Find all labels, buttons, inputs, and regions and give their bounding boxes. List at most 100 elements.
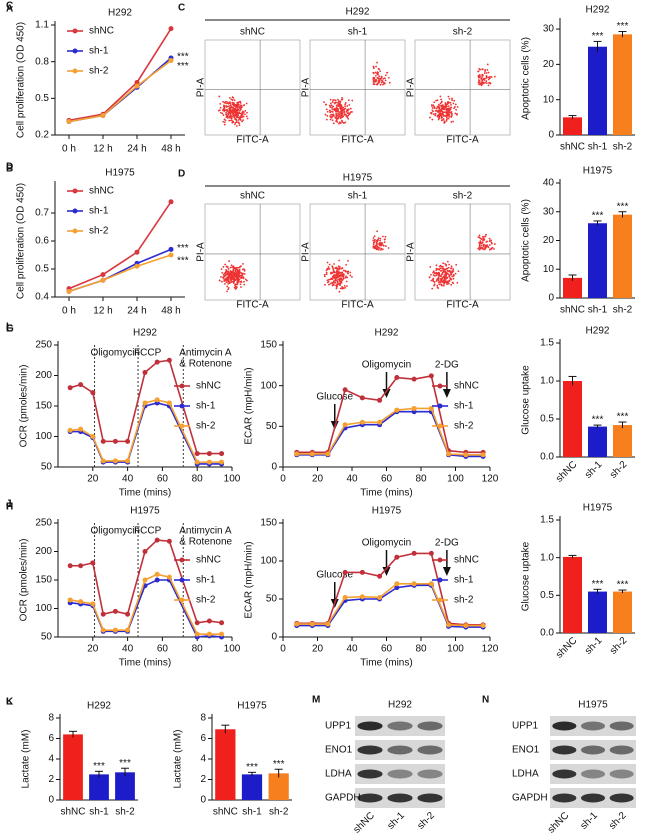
flow-dot <box>326 114 329 117</box>
flow-dot <box>440 277 442 280</box>
flow-dot <box>228 119 231 122</box>
flow-dot <box>343 122 345 124</box>
blot-band <box>417 769 443 779</box>
y-tick-label: 0 <box>48 795 54 806</box>
y-tick-label: 200 <box>35 546 52 557</box>
point <box>90 560 96 566</box>
panel-letter: L <box>6 697 12 708</box>
annotation: & Rotenone <box>179 537 232 548</box>
flow-dot <box>333 99 336 101</box>
flow-dot <box>347 272 350 275</box>
flow-dot <box>493 75 496 78</box>
flow-dot <box>487 78 490 81</box>
flow-dot <box>448 275 451 278</box>
flow-dot <box>448 269 451 272</box>
legend-marker <box>179 423 185 429</box>
flow-dot <box>441 116 444 119</box>
flow-dot <box>439 267 442 270</box>
y-tick-label: 0.5 <box>35 264 49 275</box>
flow-dot <box>372 239 375 242</box>
flow-dot <box>221 271 224 274</box>
point <box>377 573 383 579</box>
flow-dot <box>488 81 491 84</box>
y-axis-label: ECAR (mpH/min) <box>244 367 255 444</box>
flow-dot <box>481 73 484 76</box>
flow-dot <box>484 81 486 84</box>
blot-band <box>552 769 577 779</box>
flow-dot <box>436 115 439 118</box>
flow-dot <box>478 68 481 70</box>
flow-dot <box>374 71 377 74</box>
flow-dot <box>454 272 457 275</box>
flow-dot <box>227 288 230 291</box>
flow-dot <box>232 280 235 283</box>
flow-dot <box>436 284 439 287</box>
flow-dot <box>440 273 443 276</box>
y-tick-label: 0.2 <box>35 130 49 141</box>
flow-dot <box>443 282 445 285</box>
flow-dot <box>238 122 241 125</box>
flow-dot <box>372 242 375 244</box>
flow-dot <box>439 264 442 267</box>
flow-x-label: FITC-A <box>341 300 374 311</box>
flow-dot <box>336 121 339 123</box>
blot-band <box>357 721 383 731</box>
flow-dot <box>234 269 237 272</box>
flow-dot <box>344 121 347 124</box>
flow-dot <box>231 101 234 104</box>
flow-dot <box>387 76 390 79</box>
flow-dot <box>450 278 452 280</box>
flow-dot <box>229 266 232 269</box>
flow-dot <box>433 283 436 286</box>
flow-dot <box>445 105 448 108</box>
flow-dot <box>484 235 487 238</box>
flow-dot <box>447 117 450 120</box>
flow-dot <box>225 278 227 281</box>
legend-marker <box>179 557 185 563</box>
flow-dot <box>490 248 493 250</box>
flow-dot <box>485 72 488 74</box>
flow-dot <box>232 282 235 284</box>
point <box>134 263 140 269</box>
flow-dot <box>438 106 440 109</box>
chart-title: H1975 <box>583 503 613 514</box>
x-tick-label: shNC <box>560 142 585 153</box>
flow-dot <box>488 248 491 251</box>
flow-dot <box>376 230 379 233</box>
flow-frame <box>204 203 301 301</box>
point <box>206 459 212 465</box>
flow-dot <box>480 246 482 249</box>
flow-dot <box>337 114 339 117</box>
flow-dot <box>340 113 343 116</box>
flow-dot <box>329 109 332 112</box>
series-line <box>296 374 484 454</box>
flow-dot <box>342 106 345 109</box>
flow-dot <box>339 284 341 286</box>
flow-dot <box>328 278 330 281</box>
flow-dot <box>435 264 438 267</box>
flow-dot <box>243 280 245 283</box>
annotation: 2-DG <box>435 538 459 549</box>
point <box>194 459 200 465</box>
flow-dot <box>344 105 346 108</box>
flow-dot <box>377 72 380 74</box>
flow-dot <box>349 271 352 274</box>
flow-dot <box>230 278 233 281</box>
flow-dot <box>226 101 229 104</box>
flow-dot <box>451 275 454 278</box>
point <box>78 382 84 388</box>
flow-dot <box>373 247 376 250</box>
panel-letter: N <box>482 695 489 706</box>
flow-dot <box>230 264 233 267</box>
x-tick-label: 100 <box>447 644 464 655</box>
flow-dot <box>439 102 442 105</box>
point <box>342 594 348 600</box>
flow-dot <box>330 104 333 107</box>
flow-dot <box>239 109 241 112</box>
flow-dot <box>376 76 379 79</box>
point <box>166 357 172 363</box>
flow-dot <box>338 271 341 274</box>
flow-dot <box>374 245 377 248</box>
flow-dot <box>223 101 226 104</box>
x-tick-label: 60 <box>157 644 169 655</box>
